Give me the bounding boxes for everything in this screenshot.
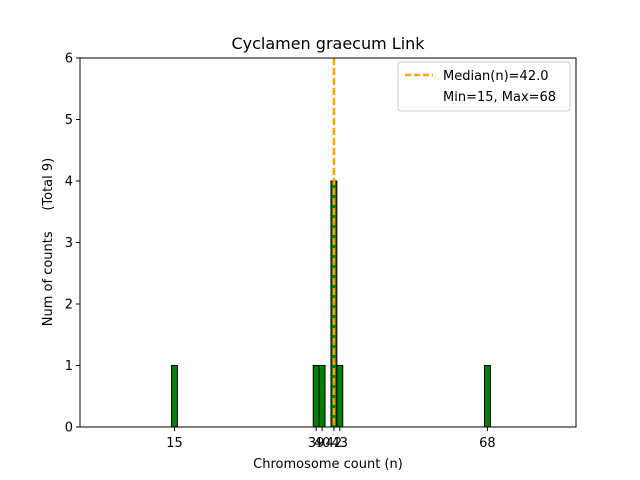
- y-axis-label: Num of counts (Total 9): [41, 158, 56, 326]
- legend: Median(n)=42.0 Min=15, Max=68: [397, 61, 571, 112]
- bar-15: [171, 365, 178, 428]
- x-tick-label: 15: [166, 436, 183, 451]
- x-tick-label: 39: [308, 436, 325, 451]
- x-tick-label: 42: [326, 436, 343, 451]
- chart-title: Cyclamen graecum Link: [231, 34, 425, 53]
- x-axis-label: Chromosome count (n): [253, 457, 403, 472]
- x-tick-label: 68: [479, 436, 496, 451]
- y-tick-label: 1: [65, 359, 73, 374]
- legend-median-label: Median(n)=42.0: [443, 69, 549, 84]
- bar-43: [336, 365, 344, 428]
- y-tick-label: 4: [65, 175, 73, 190]
- bar-40: [318, 365, 326, 428]
- x-tick-label: 43: [332, 436, 349, 451]
- legend-range-label: Min=15, Max=68: [443, 90, 556, 105]
- y-tick-label: 2: [65, 298, 73, 313]
- x-tick-label: 40: [314, 436, 331, 451]
- bar-39: [312, 365, 320, 428]
- y-tick-label: 0: [65, 421, 73, 436]
- legend-box: [397, 61, 571, 112]
- y-axis: 0 1 2 3 4 5 6: [65, 52, 80, 436]
- y-tick-label: 3: [65, 236, 73, 251]
- y-tick-label: 5: [65, 113, 73, 128]
- bar-68: [483, 365, 491, 428]
- y-tick-label: 6: [65, 52, 73, 67]
